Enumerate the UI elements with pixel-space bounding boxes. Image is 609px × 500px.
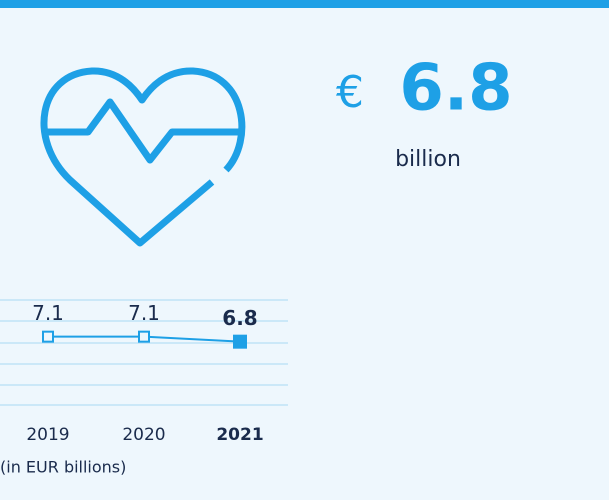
data-point xyxy=(138,330,150,343)
x-tick-label: 2021 xyxy=(216,425,263,445)
headline-value: 6.8 xyxy=(399,52,512,126)
unit-note: (in EUR billions) xyxy=(0,458,126,477)
x-tick-label: 2019 xyxy=(26,425,69,445)
top-bar xyxy=(0,0,609,8)
x-tick-label: 2020 xyxy=(122,425,165,445)
headline-unit: billion xyxy=(395,147,461,172)
data-point xyxy=(233,334,247,349)
value-label: 6.8 xyxy=(222,306,257,330)
chart-lines xyxy=(0,299,288,406)
heart-icon xyxy=(40,67,246,247)
currency-symbol: € xyxy=(336,67,364,118)
value-label: 7.1 xyxy=(32,301,64,325)
value-label: 7.1 xyxy=(128,301,160,325)
data-point xyxy=(42,330,54,343)
